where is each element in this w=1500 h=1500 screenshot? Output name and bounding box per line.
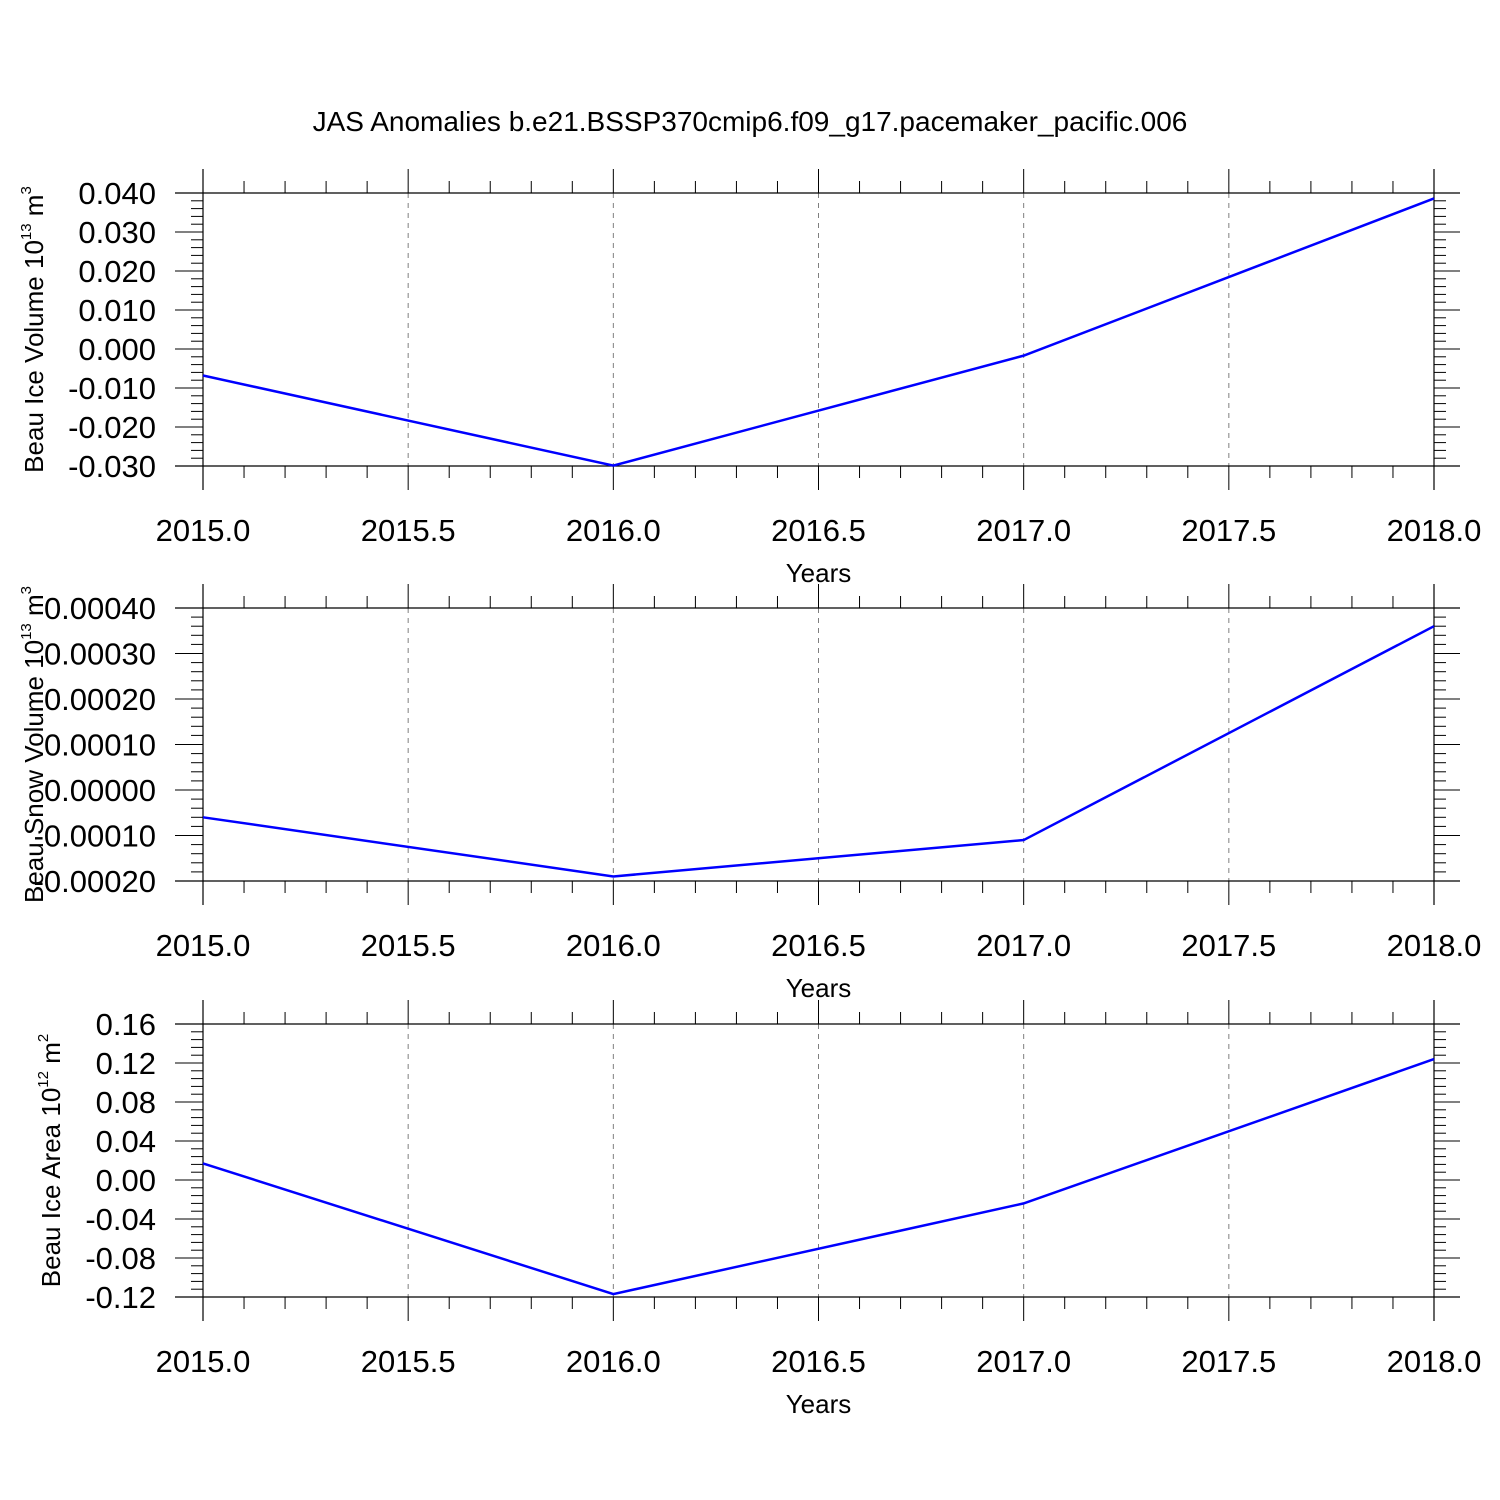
series-line: [202, 625, 1435, 878]
x-tick-label: 2016.5: [771, 928, 866, 963]
x-axis-label: Years: [786, 1389, 852, 1419]
series-line: [202, 1057, 1435, 1296]
y-tick-label: 0.00030: [44, 637, 156, 672]
y-tick-label: -0.020: [68, 410, 156, 445]
y-tick-label: -0.04: [85, 1202, 156, 1237]
y-tick-label: 0.010: [78, 293, 156, 328]
y-tick-label: 0.000: [78, 332, 156, 367]
x-tick-label: 2018.0: [1387, 1344, 1482, 1379]
series-line: [202, 197, 1435, 467]
x-tick-label: 2017.5: [1181, 513, 1276, 548]
y-tick-label: -0.030: [68, 449, 156, 484]
y-tick-label: 0.08: [96, 1085, 156, 1120]
x-tick-label: 2017.0: [976, 1344, 1071, 1379]
y-tick-label: 0.12: [96, 1046, 156, 1081]
x-tick-label: 2015.0: [156, 928, 251, 963]
x-tick-label: 2016.5: [771, 513, 866, 548]
x-tick-label: 2016.5: [771, 1344, 866, 1379]
y-tick-label: -0.010: [68, 371, 156, 406]
panels-group: 2015.0 2015.5 2016.0 2016.5 2017.0 2017.5 2018…: [18, 169, 1481, 1419]
y-tick-label: -0.00010: [34, 819, 156, 854]
x-tick-label: 2016.0: [566, 513, 661, 548]
chart-title: JAS Anomalies b.e21.BSSP370cmip6.f09_g17…: [313, 106, 1188, 137]
x-tick-label: 2017.0: [976, 513, 1071, 548]
y-tick-label: 0.00000: [44, 773, 156, 808]
panel-3: 2015.0 2015.5 2016.0 2016.5 2017.0 2017.5 2018…: [35, 1000, 1481, 1419]
y-tick-label: 0.00020: [44, 682, 156, 717]
y-tick-label: 0.00: [96, 1163, 156, 1198]
y-tick-label: 0.16: [96, 1007, 156, 1042]
panel-2: 2015.0 2015.5 2016.0 2016.5 2017.0 2017.5 2018…: [18, 584, 1481, 1003]
y-tick-label: 0.020: [78, 254, 156, 289]
panel-1: 2015.0 2015.5 2016.0 2016.5 2017.0 2017.5 2018…: [18, 169, 1481, 588]
y-tick-label: 0.00010: [44, 728, 156, 763]
x-tick-label: 2015.5: [361, 1344, 456, 1379]
x-tick-label: 2017.0: [976, 928, 1071, 963]
x-tick-label: 2015.5: [361, 513, 456, 548]
x-tick-label: 2015.0: [156, 513, 251, 548]
y-tick-label: -0.00020: [34, 864, 156, 899]
y-axis-label: Beau Ice Volume 1013 m3: [18, 186, 49, 473]
x-tick-label: 2017.5: [1181, 1344, 1276, 1379]
y-axis-label: Beau Snow Volume 1013 m3: [18, 586, 49, 903]
x-tick-label: 2016.0: [566, 1344, 661, 1379]
x-tick-label: 2018.0: [1387, 513, 1482, 548]
x-axis-label: Years: [786, 973, 852, 1003]
y-tick-label: 0.030: [78, 215, 156, 250]
x-tick-label: 2018.0: [1387, 928, 1482, 963]
x-tick-label: 2015.5: [361, 928, 456, 963]
y-tick-label: -0.12: [85, 1280, 156, 1315]
x-tick-label: 2015.0: [156, 1344, 251, 1379]
y-tick-label: 0.04: [96, 1124, 156, 1159]
y-axis-label: Beau Ice Area 1012 m2: [35, 1034, 66, 1287]
y-tick-label: -0.08: [85, 1241, 156, 1276]
x-tick-label: 2017.5: [1181, 928, 1276, 963]
y-tick-label: 0.040: [78, 176, 156, 211]
x-tick-label: 2016.0: [566, 928, 661, 963]
y-tick-label: 0.00040: [44, 591, 156, 626]
x-axis-label: Years: [786, 558, 852, 588]
